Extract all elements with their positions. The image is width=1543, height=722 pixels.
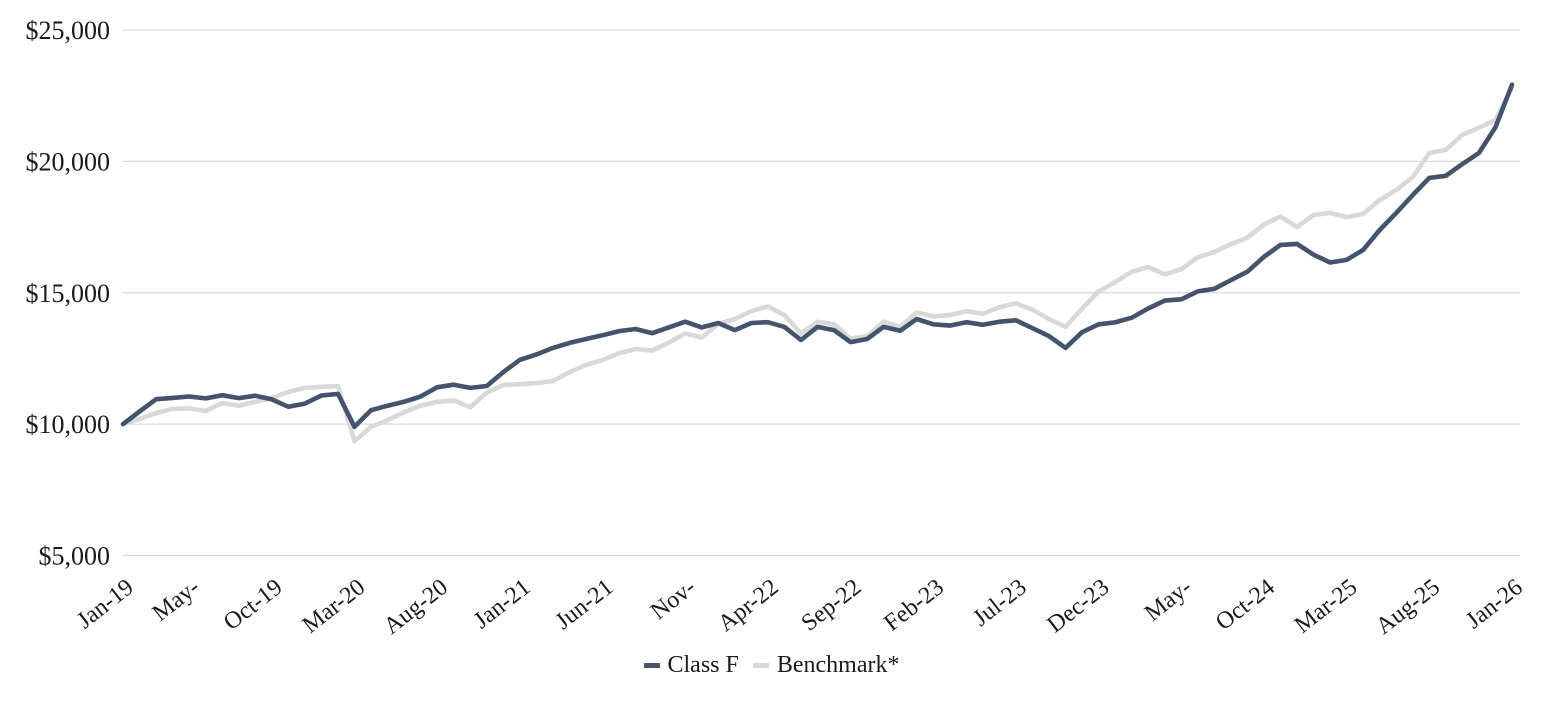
y-tick-label: $10,000: [26, 410, 111, 439]
x-axis-labels: Jan-19 May- Oct-19 Mar-20 Aug-20 Jan-21 Jun-21…: [72, 574, 1527, 640]
class-f-line-swatch: [643, 663, 660, 668]
x-tick-label: Jan-19: [72, 574, 138, 634]
x-tick-label: Aug-25: [1371, 574, 1445, 640]
class-f-legend-label: Class F: [667, 652, 739, 678]
legend-item-class-f: Class F: [643, 652, 739, 679]
x-tick-label: Dec-23: [1043, 574, 1115, 638]
x-tick-label: Mar-20: [298, 574, 370, 639]
gridlines: [123, 29, 1520, 557]
x-tick-label: Oct-19: [219, 574, 288, 636]
legend: Class F Benchmark*: [0, 652, 1543, 679]
class-f-line: [120, 82, 1515, 430]
x-tick-label: Jun-21: [551, 574, 618, 635]
x-tick-label: Oct-24: [1211, 574, 1280, 636]
x-tick-label: Jan-21: [469, 574, 535, 634]
x-tick-label: Feb-23: [879, 574, 949, 636]
y-axis-labels: $25,000 $20,000 $15,000 $10,000 $5,000: [26, 16, 111, 571]
x-tick-label: Mar-25: [1290, 574, 1362, 639]
x-tick-label: May-: [1140, 574, 1197, 626]
x-tick-label: Jul-23: [968, 574, 1031, 631]
series-lines: [120, 82, 1515, 444]
legend-item-benchmark: Benchmark*: [752, 652, 900, 679]
y-tick-label: $15,000: [26, 279, 111, 308]
x-tick-label: Jan-26: [1461, 574, 1527, 634]
benchmark-legend-label: Benchmark*: [776, 652, 900, 678]
x-tick-label: Aug-20: [379, 574, 453, 640]
y-tick-label: $5,000: [39, 542, 111, 571]
x-tick-label: Sep-22: [797, 574, 867, 636]
benchmark-line-swatch: [752, 663, 769, 668]
y-tick-label: $25,000: [26, 16, 111, 45]
y-tick-label: $20,000: [26, 147, 111, 176]
benchmark-line: [120, 85, 1515, 444]
x-tick-label: Nov-: [646, 574, 701, 625]
x-tick-label: May-: [148, 574, 205, 626]
x-tick-label: Apr-22: [713, 574, 783, 637]
